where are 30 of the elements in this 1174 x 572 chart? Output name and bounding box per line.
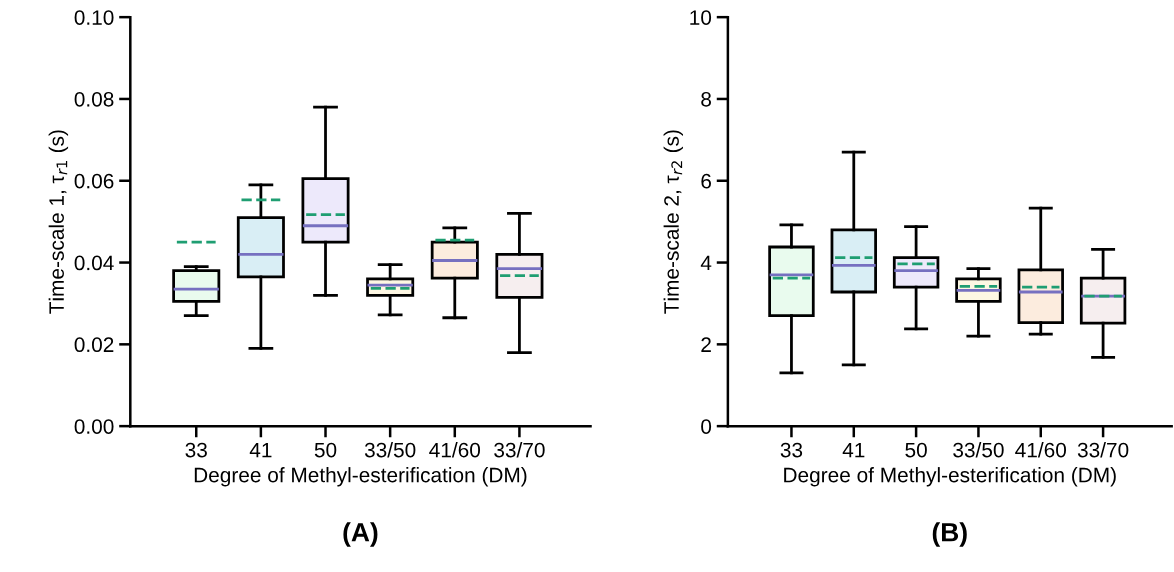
y-tick-label: 0.08 xyxy=(74,91,114,107)
x-axis-title: Degree of Methyl-esterification (DM) xyxy=(194,467,527,487)
x-tick-label: 33 xyxy=(185,442,207,458)
y-tick-label: 0.04 xyxy=(74,255,114,271)
x-tick-label: 41 xyxy=(249,442,272,458)
x-tick-label: 50 xyxy=(905,442,927,458)
x-tick-label: 41/60 xyxy=(1015,442,1067,458)
y-tick-label: 0 xyxy=(701,419,712,434)
text: (B) xyxy=(932,522,967,547)
x-tick-label: 33/50 xyxy=(364,442,416,458)
x-tick-label: 50 xyxy=(314,442,337,458)
y-tick-label: 2 xyxy=(701,337,711,352)
x-tick-label: 33/70 xyxy=(494,442,545,458)
x-tick-label: 41/60 xyxy=(429,442,481,458)
y-tick-label: 6 xyxy=(701,173,711,189)
y-tick-label: 8 xyxy=(701,91,711,107)
y-tick-label: 0.00 xyxy=(74,419,114,434)
x-axis-title: Degree of Methyl-esterification (DM) xyxy=(784,467,1116,487)
y-tick-label: 0.02 xyxy=(74,337,114,353)
x-tick-label: 33/50 xyxy=(953,442,1004,458)
text: (A) xyxy=(343,522,378,547)
y-tick-label: 4 xyxy=(700,255,712,271)
x-tick-label: 41 xyxy=(842,442,865,458)
x-tick-label: 33 xyxy=(780,442,803,458)
y-tick-label: 10 xyxy=(690,10,712,25)
y-axis-title: Time-scale 1, τ$_{r1}$ (s) xyxy=(48,130,69,314)
y-tick-label: 0.06 xyxy=(74,173,114,189)
x-tick-label: 33/70 xyxy=(1077,442,1129,458)
y-axis-title: Time-scale 2, τ$_{r2}$ (s) xyxy=(663,130,684,314)
y-tick-label: 0.10 xyxy=(74,10,114,25)
